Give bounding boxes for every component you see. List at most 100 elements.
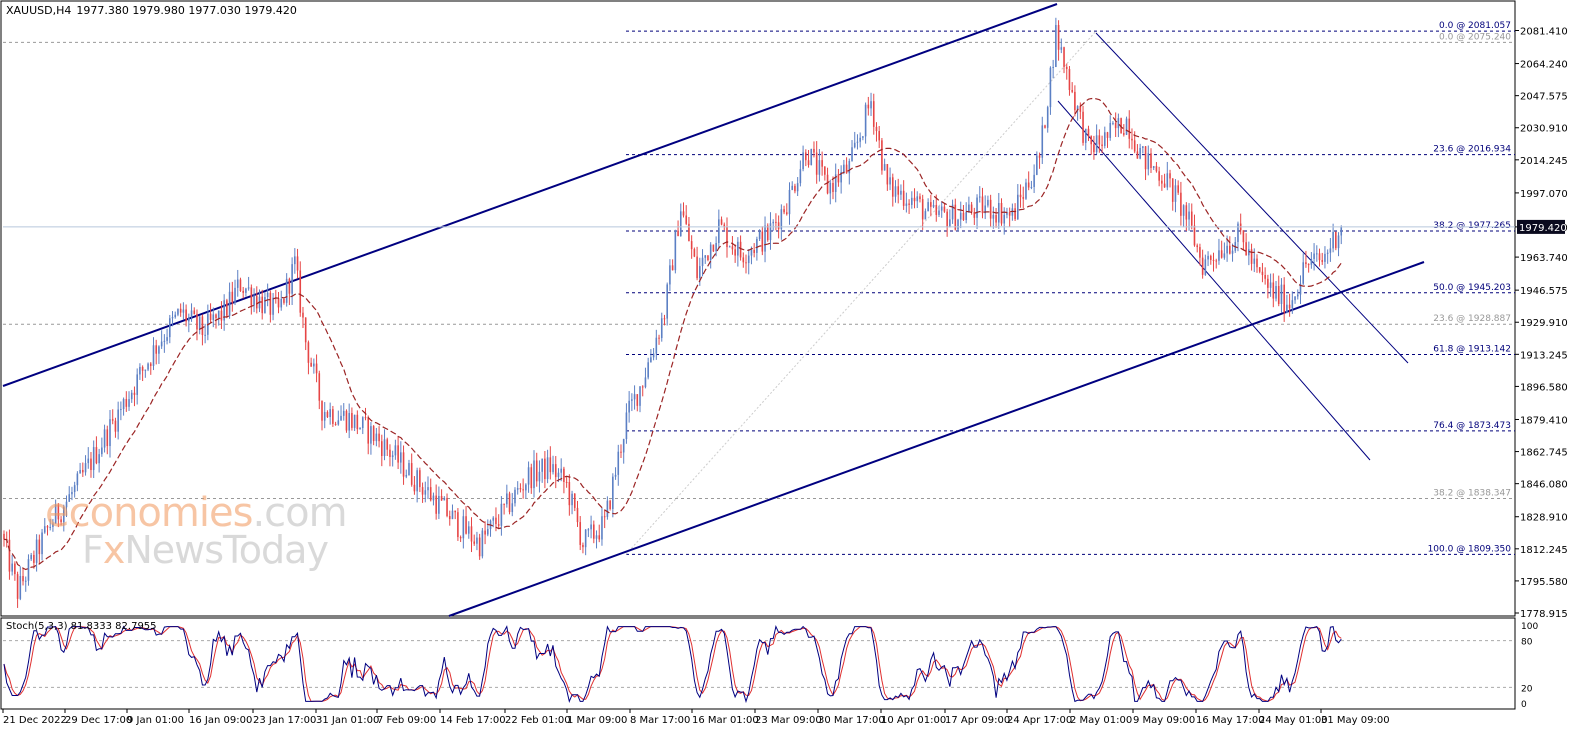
candle-body <box>19 576 22 599</box>
candle-body <box>525 484 527 491</box>
candle-body <box>11 563 13 572</box>
candle-body <box>1071 89 1073 92</box>
candle-body <box>508 493 511 513</box>
candle-body <box>859 137 861 142</box>
watermark-newstoday-text: NewsToday <box>124 528 329 572</box>
candle-body <box>837 174 840 183</box>
candle-body <box>95 447 98 464</box>
candle-body <box>742 257 745 263</box>
candle-body <box>682 211 685 216</box>
candle-body <box>381 441 383 457</box>
candle-body <box>236 279 239 288</box>
candle-body <box>750 249 753 256</box>
candle-body <box>481 530 484 557</box>
candle-body <box>35 539 38 563</box>
candle-body <box>285 278 288 303</box>
candle-body <box>446 497 448 517</box>
candle-body <box>1201 257 1204 275</box>
candle-body <box>408 463 410 475</box>
candle-body <box>459 537 462 539</box>
candle-body <box>843 164 845 173</box>
fib-level-label: 100.0 @ 1809.350 <box>1428 544 1512 554</box>
price-axis[interactable]: 2081.410 2064.240 2047.575 2030.910 2014.245… <box>3 27 1568 621</box>
candle-body <box>889 177 891 185</box>
candle-body <box>968 204 970 213</box>
y-tick-label: 1846.080 <box>1520 480 1568 491</box>
candle-body <box>1161 180 1163 184</box>
candle-body <box>718 219 720 243</box>
candle-body <box>220 310 223 321</box>
candle-body <box>954 204 957 230</box>
candle-body <box>1163 183 1166 188</box>
candle-body <box>720 219 723 225</box>
candle-body <box>247 287 250 289</box>
candle-body <box>924 211 927 220</box>
candle-body <box>734 249 736 256</box>
candle-body <box>987 199 989 206</box>
candle-body <box>465 516 467 534</box>
x-tick-label: 7 Feb 09:00 <box>377 715 436 726</box>
candle-body <box>27 559 30 581</box>
candle-body <box>332 409 334 424</box>
candle-body <box>101 447 103 455</box>
down-channel-lower-line <box>1057 100 1371 461</box>
candle-body <box>992 214 995 219</box>
candle-body <box>679 211 682 237</box>
candle-body <box>291 264 293 294</box>
candle-body <box>193 310 196 315</box>
candle-body <box>821 160 823 167</box>
candle-body <box>1280 284 1283 304</box>
x-tick-label: 21 Dec 2022 <box>3 715 67 726</box>
candle-body <box>834 174 837 192</box>
candle-body <box>628 400 630 413</box>
candle-body <box>911 197 913 205</box>
current-price-label: 1979.420 <box>1519 223 1567 234</box>
candle-body <box>1063 47 1065 67</box>
candle-body <box>427 487 429 491</box>
candle-body <box>731 246 734 250</box>
candle-body <box>405 474 408 477</box>
candle-body <box>79 469 81 474</box>
candle-body <box>223 300 225 321</box>
candle-body <box>805 152 807 161</box>
candle-body <box>1193 225 1196 246</box>
y-tick-label: 1963.740 <box>1520 253 1568 264</box>
candle-body <box>54 504 57 524</box>
stoch-signal-line <box>3 626 1342 702</box>
candle-body <box>443 497 446 501</box>
candle-body <box>1022 197 1025 199</box>
watermark-com-text: .com <box>252 490 347 536</box>
candle-body <box>693 249 696 257</box>
candle-body <box>33 554 35 563</box>
x-tick-label: 9 Jan 01:00 <box>127 715 184 726</box>
candle-body <box>1065 66 1068 70</box>
candle-body <box>976 197 978 218</box>
candle-body <box>935 204 938 215</box>
moving-average-line <box>3 97 1342 571</box>
y-tick-label: 1946.575 <box>1520 286 1568 297</box>
fib-level-label: 0.0 @ 2081.057 <box>1439 21 1511 31</box>
candle-body <box>1079 106 1082 112</box>
candle-body <box>650 357 652 363</box>
candle-body <box>783 209 785 213</box>
candle-body <box>962 212 965 221</box>
candle-body <box>1190 211 1193 226</box>
candle-body <box>1313 253 1315 259</box>
y-tick-label: 1913.245 <box>1520 350 1568 361</box>
candle-body <box>973 212 976 218</box>
candle-body <box>824 166 826 175</box>
candle-body <box>1196 245 1199 248</box>
candle-body <box>829 182 832 194</box>
candle-body <box>90 458 92 471</box>
candle-body <box>495 517 497 525</box>
candle-body <box>1158 171 1160 181</box>
candle-body <box>73 485 76 492</box>
candle-body <box>1087 128 1090 137</box>
candle-body <box>1305 262 1307 265</box>
candle-body <box>932 204 935 207</box>
candle-body <box>943 206 946 212</box>
candle-body <box>296 256 299 271</box>
x-tick-label: 31 Jan 01:00 <box>316 715 379 726</box>
